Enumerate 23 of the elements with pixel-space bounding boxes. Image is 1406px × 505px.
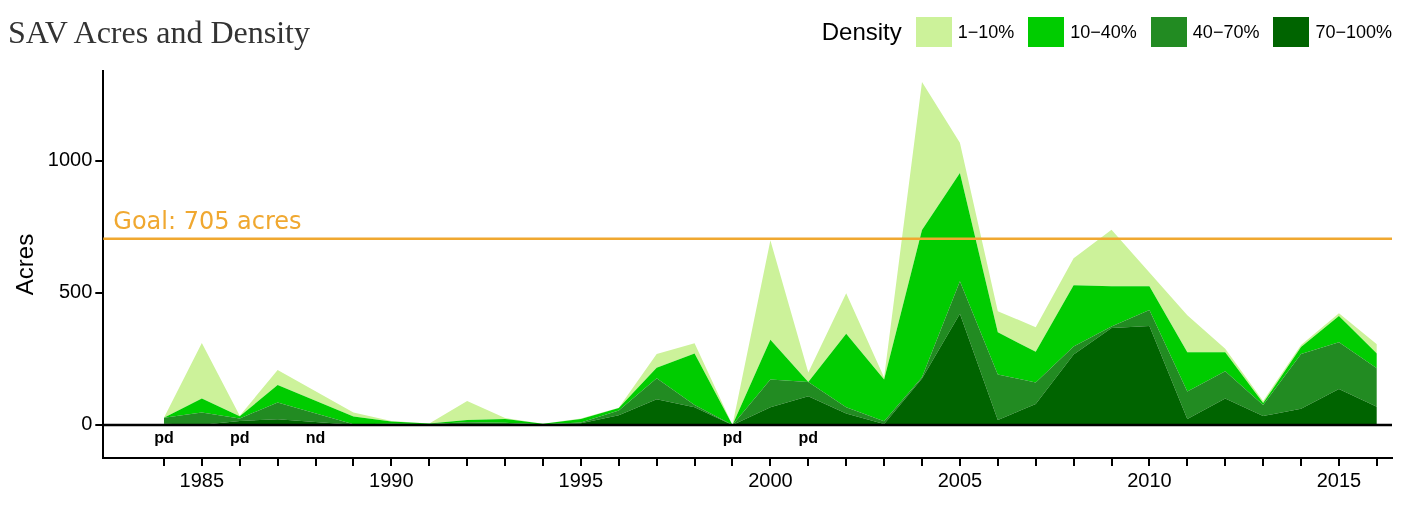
data-label: pd <box>798 429 819 447</box>
legend-label: 40−70% <box>1192 21 1260 43</box>
x-tick-label: 2010 <box>1127 468 1172 491</box>
x-tick-label: 1990 <box>369 468 414 491</box>
text: nd <box>305 429 326 447</box>
legend-label: 1−10% <box>957 21 1015 43</box>
x-tick-label: 1985 <box>179 468 225 491</box>
legend-label: 70−100% <box>1315 21 1392 43</box>
y-tick-label: 0 <box>81 412 93 435</box>
x-tick-label: 2005 <box>937 468 983 491</box>
data-label: pd <box>722 429 743 447</box>
legend-label: 10−40% <box>1070 21 1137 43</box>
y-tick-label: 1000 <box>47 148 93 171</box>
y-tick-label: 500 <box>58 280 93 303</box>
ref-line-label: Goal: 705 acres <box>113 206 302 235</box>
data-label: pd <box>229 429 250 447</box>
y-axis-title: Acres <box>11 233 39 296</box>
chart-title: SAV Acres and Density <box>8 13 310 51</box>
legend-title: Density <box>821 18 902 46</box>
data-label: pd <box>154 429 174 447</box>
x-tick-label: 2000 <box>748 468 793 491</box>
x-tick-label: 2015 <box>1316 468 1362 491</box>
x-tick-label: 1995 <box>558 468 604 491</box>
